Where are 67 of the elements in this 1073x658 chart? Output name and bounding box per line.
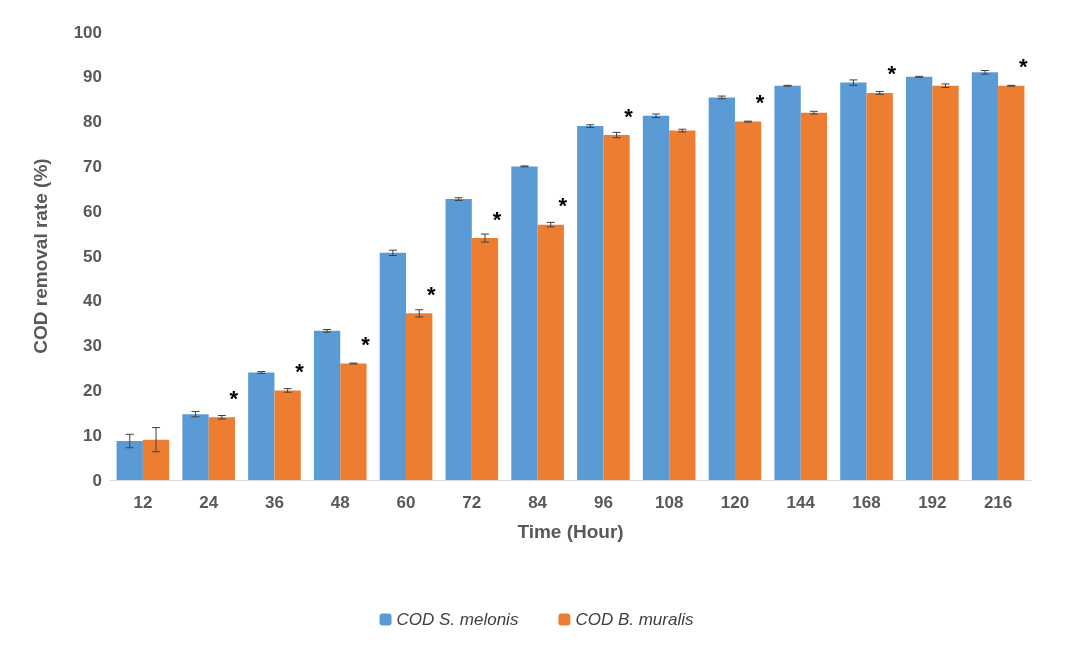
x-tick-label: 192 [918, 493, 947, 512]
y-tick-label: 100 [73, 22, 102, 42]
bar [142, 439, 170, 480]
bar [248, 372, 275, 480]
bar [208, 417, 235, 480]
y-tick-label: 70 [83, 156, 102, 176]
x-axis-title: Time (Hour) [517, 521, 624, 542]
bar [406, 313, 433, 480]
legend-label: COD S. melonis [396, 610, 519, 629]
bar [669, 130, 696, 480]
bar [116, 441, 143, 480]
y-tick-label: 60 [83, 201, 102, 221]
bar [932, 85, 959, 480]
bar [642, 115, 670, 480]
bar [866, 92, 893, 480]
bar [840, 82, 867, 480]
annotation: * [492, 206, 502, 232]
annotation: * [295, 358, 305, 384]
x-tick-label: 84 [528, 493, 548, 512]
x-tick-label: 72 [462, 493, 482, 512]
x-tick-label: 12 [133, 493, 153, 512]
x-tick-label: 48 [330, 493, 350, 512]
x-tick-label: 168 [852, 493, 881, 512]
y-tick-label: 50 [83, 246, 102, 266]
bar [998, 85, 1025, 480]
bar [471, 238, 499, 480]
annotation: * [755, 90, 765, 116]
bar [379, 252, 407, 480]
y-tick-label: 40 [83, 291, 102, 311]
bar [577, 126, 604, 480]
annotation: * [624, 103, 634, 129]
y-axis-title: COD removal rate (%) [30, 158, 51, 354]
annotation: * [426, 281, 436, 307]
bar [537, 224, 564, 480]
x-tick-label: 108 [654, 493, 684, 512]
annotation: * [887, 61, 897, 87]
bar [906, 76, 933, 480]
y-tick-label: 20 [83, 380, 102, 400]
bar [603, 135, 630, 480]
x-tick-label: 144 [786, 493, 816, 512]
annotation: * [558, 193, 568, 219]
annotation: * [229, 385, 239, 411]
x-tick-label: 120 [720, 493, 750, 512]
bar [708, 97, 735, 480]
bar [182, 414, 209, 480]
y-tick-label: 10 [83, 425, 102, 445]
y-tick-label: 30 [83, 336, 102, 356]
bar [734, 121, 762, 480]
y-tick-label: 80 [83, 112, 102, 132]
bar [800, 112, 828, 480]
x-tick-label: 96 [593, 493, 613, 512]
bar [774, 85, 801, 480]
legend-label: COD B. muralis [575, 610, 694, 629]
y-tick-label: 90 [83, 67, 102, 87]
bar [340, 363, 367, 480]
x-tick-label: 60 [396, 493, 416, 512]
x-tick-label: 216 [983, 493, 1013, 512]
x-tick-label: 36 [265, 493, 284, 512]
annotation: * [361, 332, 371, 358]
bar [445, 199, 472, 480]
annotation: * [1018, 54, 1028, 80]
bar [313, 330, 341, 480]
bar [971, 72, 999, 480]
x-tick-label: 24 [199, 493, 219, 512]
y-tick-label: 0 [92, 470, 102, 490]
bar [274, 390, 301, 480]
bar [511, 166, 538, 480]
